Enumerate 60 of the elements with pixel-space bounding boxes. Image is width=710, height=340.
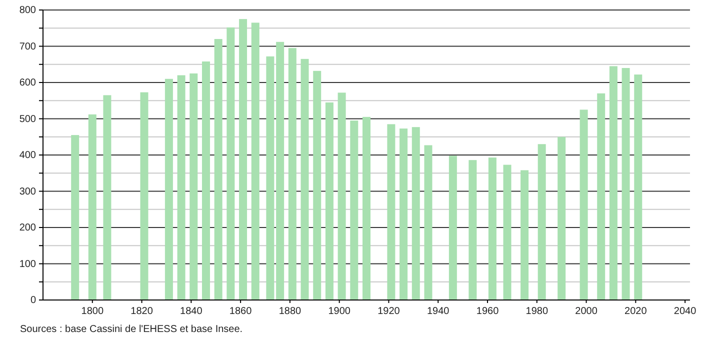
bar xyxy=(140,92,148,300)
bar xyxy=(71,135,80,300)
bar xyxy=(325,102,334,300)
bar xyxy=(338,92,346,300)
x-tick-label: 1860 xyxy=(229,306,252,318)
y-tick-label: 0 xyxy=(30,295,36,306)
bar xyxy=(400,128,408,300)
bar xyxy=(350,120,358,300)
bar xyxy=(251,22,260,300)
y-tick-label: 600 xyxy=(19,78,36,89)
bar xyxy=(214,39,222,300)
bar xyxy=(488,158,496,300)
bar xyxy=(164,78,173,300)
bar xyxy=(313,70,322,300)
y-tick-label: 300 xyxy=(19,186,36,198)
bar xyxy=(503,164,512,300)
y-tick-label: 800 xyxy=(19,5,36,16)
bar xyxy=(424,145,432,300)
x-tick-label: 1820 xyxy=(130,306,154,318)
bar xyxy=(609,66,618,300)
bar xyxy=(288,48,296,300)
bar xyxy=(634,74,642,300)
x-tick-label: 1980 xyxy=(526,306,548,318)
x-tick-label: 2020 xyxy=(624,306,648,318)
x-tick-label: 1840 xyxy=(180,306,203,318)
bar xyxy=(103,95,112,300)
bar xyxy=(520,170,529,300)
bar xyxy=(538,144,546,300)
bar xyxy=(558,136,566,300)
bar xyxy=(448,156,457,300)
bar xyxy=(266,56,274,300)
bar xyxy=(468,160,477,300)
bar xyxy=(239,19,248,300)
x-tick-label: 1960 xyxy=(476,306,500,318)
x-tick-label: 1900 xyxy=(328,306,351,318)
bar xyxy=(412,127,420,300)
bar xyxy=(300,58,309,300)
source-note: Sources : base Cassini de l'EHESS et base Insee. xyxy=(20,324,243,335)
y-tick-label: 400 xyxy=(19,150,36,162)
x-tick-label: 1940 xyxy=(426,306,450,318)
bar xyxy=(622,68,630,300)
bar xyxy=(190,73,198,300)
y-tick-label: 700 xyxy=(19,41,36,52)
x-tick-label: 1880 xyxy=(278,306,302,318)
x-tick-label: 2040 xyxy=(674,306,697,318)
x-tick-label: 2000 xyxy=(575,306,598,318)
bar xyxy=(362,116,370,300)
x-tick-label: 1800 xyxy=(81,306,104,318)
bar xyxy=(387,124,396,300)
bar xyxy=(88,114,96,300)
y-tick-label: 500 xyxy=(19,114,36,125)
bar xyxy=(226,27,235,300)
bar xyxy=(276,42,284,300)
bar xyxy=(597,93,606,300)
y-tick-label: 200 xyxy=(19,222,36,234)
bar xyxy=(580,110,588,300)
x-tick-label: 1920 xyxy=(378,306,400,318)
bar xyxy=(177,75,186,300)
bar xyxy=(202,61,210,300)
y-tick-label: 100 xyxy=(19,258,36,270)
